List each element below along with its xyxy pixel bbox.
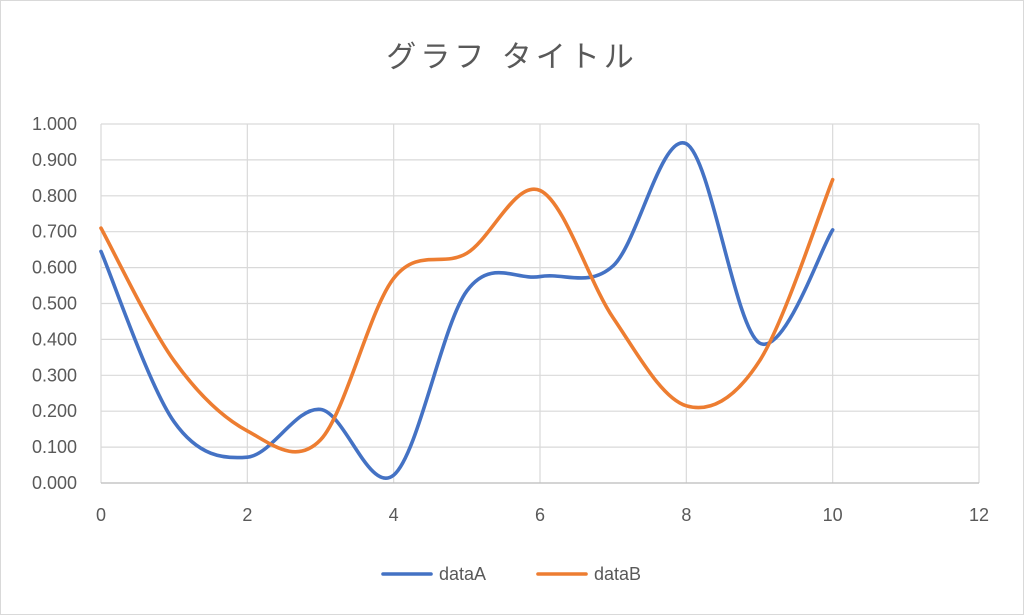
series-line-dataB (99, 177, 835, 454)
x-tick-label: 12 (969, 505, 989, 525)
x-axis-tick-labels: 0 2 4 6 8 10 12 (96, 505, 989, 525)
series-line-dataA (99, 141, 835, 480)
x-tick-label: 6 (535, 505, 545, 525)
y-tick-label: 0.800 (32, 186, 77, 206)
y-tick-label: 0.000 (32, 473, 77, 493)
y-tick-label: 0.900 (32, 150, 77, 170)
legend-item: dataB (536, 564, 641, 584)
series-lines (99, 141, 835, 480)
y-tick-label: 0.400 (32, 329, 77, 349)
legend: dataA dataB (381, 564, 641, 584)
legend-label: dataA (439, 564, 486, 584)
y-tick-label: 0.500 (32, 294, 77, 314)
y-tick-label: 0.100 (32, 437, 77, 457)
y-axis-tick-labels: 0.000 0.100 0.200 0.300 0.400 0.500 0.600 0.700… (32, 114, 77, 493)
x-tick-label: 8 (681, 505, 691, 525)
y-tick-label: 0.700 (32, 222, 77, 242)
x-tick-label: 0 (96, 505, 106, 525)
y-tick-label: 0.600 (32, 258, 77, 278)
x-tick-label: 2 (242, 505, 252, 525)
y-tick-label: 0.300 (32, 365, 77, 385)
horizontal-gridlines (101, 123, 979, 484)
legend-label: dataB (594, 564, 641, 584)
x-tick-label: 10 (823, 505, 843, 525)
chart-title: グラフ タイトル (386, 40, 638, 75)
y-tick-label: 0.200 (32, 401, 77, 421)
legend-item: dataA (381, 564, 486, 584)
x-tick-label: 4 (389, 505, 399, 525)
y-tick-label: 1.000 (32, 114, 77, 134)
